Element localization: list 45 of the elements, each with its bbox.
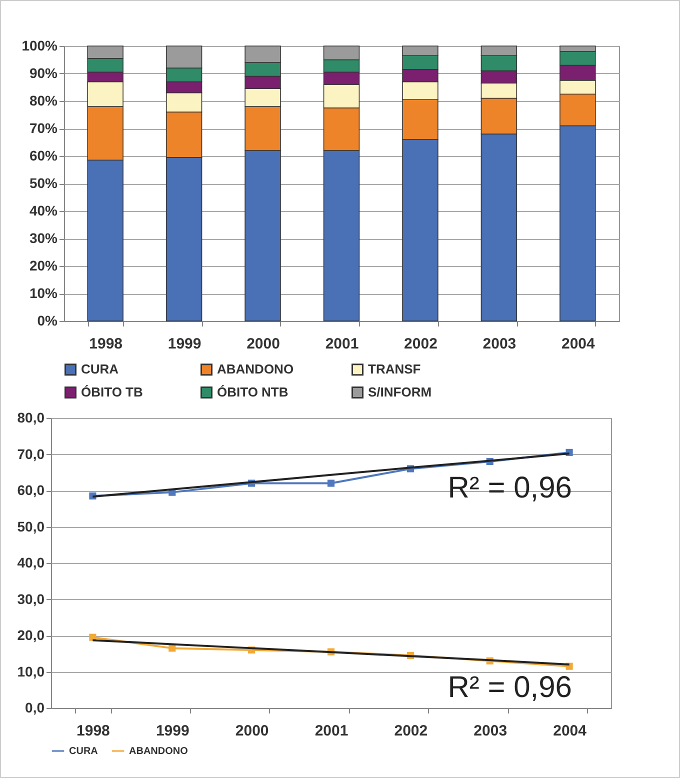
x-tick-label: 1998: [89, 336, 123, 352]
legend-label: S/INFORM: [368, 384, 432, 400]
y-tick-label: 0,0: [25, 700, 45, 716]
y-tick-label: 100%: [22, 38, 58, 54]
legend-label: CURA: [69, 746, 98, 757]
legend-label: ABANDONO: [129, 746, 188, 757]
x-tick-label: 2004: [561, 336, 596, 352]
y-tick-label: 70,0: [17, 446, 45, 462]
y-tick-label: 50%: [29, 175, 58, 191]
legend-label: ABANDONO: [217, 362, 294, 377]
legend-label: ÓBITO TB: [81, 384, 143, 400]
legend-label: CURA: [81, 362, 120, 377]
x-tick-label: 1999: [168, 336, 202, 352]
y-tick-label: 10%: [29, 285, 58, 301]
x-tick-label: 1998: [76, 722, 110, 740]
x-tick-label: 2001: [325, 336, 359, 352]
y-tick-label: 90%: [29, 65, 58, 81]
x-tick-label: 2000: [246, 336, 280, 352]
point: [327, 480, 335, 487]
y-tick-label: 60%: [29, 148, 58, 164]
y-tick-label: 60,0: [17, 482, 45, 498]
y-tick-label: 30,0: [17, 590, 45, 607]
x-tick-label: 2003: [482, 336, 516, 352]
legend-label: TRANSF: [368, 362, 421, 377]
annotation: R² = 0,96: [448, 670, 572, 704]
x-tick-label: 1999: [156, 722, 190, 740]
x-tick-label: 2000: [235, 722, 269, 740]
y-tick-label: 20,0: [17, 627, 45, 643]
y-tick-label: 30%: [29, 230, 58, 246]
y-tick-label: 70%: [29, 120, 58, 136]
y-tick-label: 10,0: [17, 663, 45, 680]
x-tick-label: 2003: [474, 722, 508, 740]
legend-label: ÓBITO NTB: [217, 384, 288, 400]
y-tick-label: 80%: [29, 92, 58, 108]
y-tick-label: 20%: [29, 258, 58, 274]
y-tick-label: 40,0: [17, 554, 45, 570]
x-tick-label: 2001: [314, 722, 348, 740]
y-tick-label: 0%: [37, 312, 58, 328]
x-tick-label: 2002: [394, 722, 428, 740]
annotation: R² = 0,96: [448, 472, 572, 504]
y-tick-label: 80,0: [17, 410, 45, 426]
x-tick-label: 2002: [404, 336, 438, 352]
y-tick-label: 40%: [29, 202, 58, 218]
y-tick-label: 50,0: [17, 518, 45, 534]
x-tick-label: 2004: [553, 722, 588, 740]
